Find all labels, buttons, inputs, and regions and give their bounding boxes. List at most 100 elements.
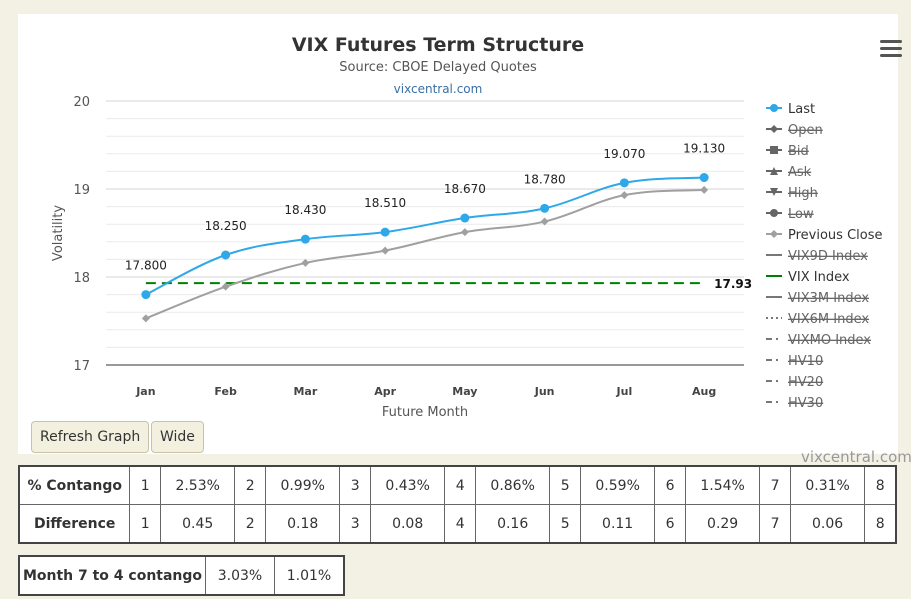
- legend-item[interactable]: HV30: [788, 396, 823, 411]
- last-point: [699, 173, 709, 183]
- data-label: 18.670: [444, 182, 486, 196]
- legend-square-icon: [770, 146, 778, 154]
- legend-item[interactable]: VIX9D Index: [788, 249, 868, 264]
- legend-circle-icon: [770, 104, 778, 112]
- legend-triangle-icon: [770, 167, 778, 175]
- month-index: 8: [864, 465, 897, 505]
- table-cell: 0.45: [159, 504, 236, 544]
- legend-item[interactable]: Bid: [788, 144, 809, 159]
- y-tick-label: 20: [73, 95, 90, 110]
- last-point: [540, 203, 550, 213]
- month-index: 1: [129, 504, 161, 544]
- previous-close-point: [540, 217, 549, 226]
- vix-index-value-label: 17.93: [714, 277, 752, 291]
- legend-triangle-down-icon: [770, 188, 778, 196]
- table-row: Month 7 to 4 contango 3.03% 1.01%: [18, 555, 345, 596]
- chart-panel: VIX Futures Term Structure Source: CBOE …: [18, 14, 911, 466]
- legend-item[interactable]: High: [788, 186, 818, 201]
- previous-close-point: [460, 228, 469, 237]
- table-cell: 0.86%: [474, 465, 551, 505]
- data-label: 19.130: [683, 142, 725, 156]
- row-label: Difference: [18, 504, 131, 544]
- credit-text[interactable]: vixcentral.com: [801, 448, 911, 466]
- table-cell: 0.11: [579, 504, 656, 544]
- month-contango-value: 1.01%: [274, 555, 345, 596]
- last-point: [619, 178, 629, 188]
- month-index: 7: [759, 465, 791, 505]
- month-index: 5: [549, 504, 581, 544]
- data-label: 18.510: [364, 196, 406, 210]
- y-tick-label: 19: [73, 183, 90, 198]
- data-label: 18.430: [284, 203, 326, 217]
- legend-item[interactable]: Last: [788, 102, 815, 117]
- month-index: 3: [339, 504, 371, 544]
- month-index: 6: [654, 504, 686, 544]
- last-point: [221, 250, 231, 260]
- last-point: [380, 227, 390, 237]
- last-point: [141, 290, 151, 300]
- legend-item[interactable]: HV20: [788, 375, 823, 390]
- previous-close-point: [141, 314, 150, 323]
- chart-subtitle: Source: CBOE Delayed Quotes: [339, 60, 537, 75]
- legend-item[interactable]: VIX Index: [788, 270, 850, 285]
- month-contango-label: Month 7 to 4 contango: [18, 555, 206, 596]
- month-index: 7: [759, 504, 791, 544]
- wide-button[interactable]: Wide: [151, 421, 204, 453]
- previous-close-point: [700, 185, 709, 194]
- previous-close-point: [620, 191, 629, 200]
- legend-item[interactable]: Low: [788, 207, 814, 222]
- legend-item[interactable]: VIXMO Index: [788, 333, 871, 348]
- legend-item[interactable]: VIX6M Index: [788, 312, 869, 327]
- table-cell: 2.53%: [159, 465, 236, 505]
- previous-close-point: [301, 258, 310, 267]
- refresh-graph-button[interactable]: Refresh Graph: [31, 421, 150, 453]
- legend-circle-icon: [770, 209, 778, 217]
- x-tick-label: Jul: [616, 385, 633, 398]
- previous-close-line: [145, 188, 705, 320]
- table-cell: 0.59%: [579, 465, 656, 505]
- y-tick-label: 17: [73, 359, 90, 374]
- x-tick-label: Aug: [692, 385, 716, 398]
- table-cell: 0.16: [474, 504, 551, 544]
- legend-diamond-icon: [770, 230, 778, 238]
- month-index: 8: [864, 504, 897, 544]
- month-contango-table: Month 7 to 4 contango 3.03% 1.01%: [18, 555, 345, 596]
- table-row: Difference 1 0.45 2 0.18 3 0.08 4 0.16 5 0.11 6 0.29…: [18, 504, 897, 544]
- x-tick-label: Jan: [135, 385, 155, 398]
- x-tick-label: Apr: [374, 385, 396, 398]
- table-cell: 0.43%: [369, 465, 446, 505]
- month-index: 6: [654, 465, 686, 505]
- x-axis-label: Future Month: [382, 405, 468, 420]
- legend-item[interactable]: Previous Close: [788, 228, 883, 243]
- data-label: 19.070: [603, 147, 645, 161]
- data-label: 18.780: [524, 172, 566, 186]
- chart-title: VIX Futures Term Structure: [291, 34, 585, 56]
- legend-item[interactable]: Ask: [788, 165, 812, 180]
- table-cell: 0.31%: [789, 465, 866, 505]
- legend-item[interactable]: Open: [788, 123, 823, 138]
- table-cell: 1.54%: [684, 465, 761, 505]
- table-cell: 0.99%: [264, 465, 341, 505]
- legend-item[interactable]: HV10: [788, 354, 823, 369]
- month-index: 4: [444, 465, 476, 505]
- last-point: [460, 213, 470, 223]
- legend-item[interactable]: VIX3M Index: [788, 291, 869, 306]
- table-cell: 0.18: [264, 504, 341, 544]
- previous-close-point: [381, 246, 390, 255]
- data-label: 17.800: [125, 259, 167, 273]
- hamburger-menu-icon[interactable]: [880, 40, 902, 58]
- source-link[interactable]: vixcentral.com: [393, 82, 483, 96]
- month-index: 2: [234, 504, 266, 544]
- row-label: % Contango: [18, 465, 131, 505]
- table-cell: 0.08: [369, 504, 446, 544]
- previous-close-point: [221, 282, 230, 291]
- month-index: 4: [444, 504, 476, 544]
- x-tick-label: Mar: [293, 385, 317, 398]
- legend-diamond-icon: [770, 125, 778, 133]
- table-row: % Contango 1 2.53% 2 0.99% 3 0.43% 4 0.86% 5 0.59%…: [18, 465, 897, 505]
- month-contango-value: 3.03%: [205, 555, 275, 596]
- x-tick-label: May: [452, 385, 477, 398]
- last-point: [300, 234, 310, 244]
- month-index: 1: [129, 465, 161, 505]
- chart-svg: 17 18 19 20 Jan Feb Mar Apr May Jun Jul Aug Future M…: [51, 95, 883, 420]
